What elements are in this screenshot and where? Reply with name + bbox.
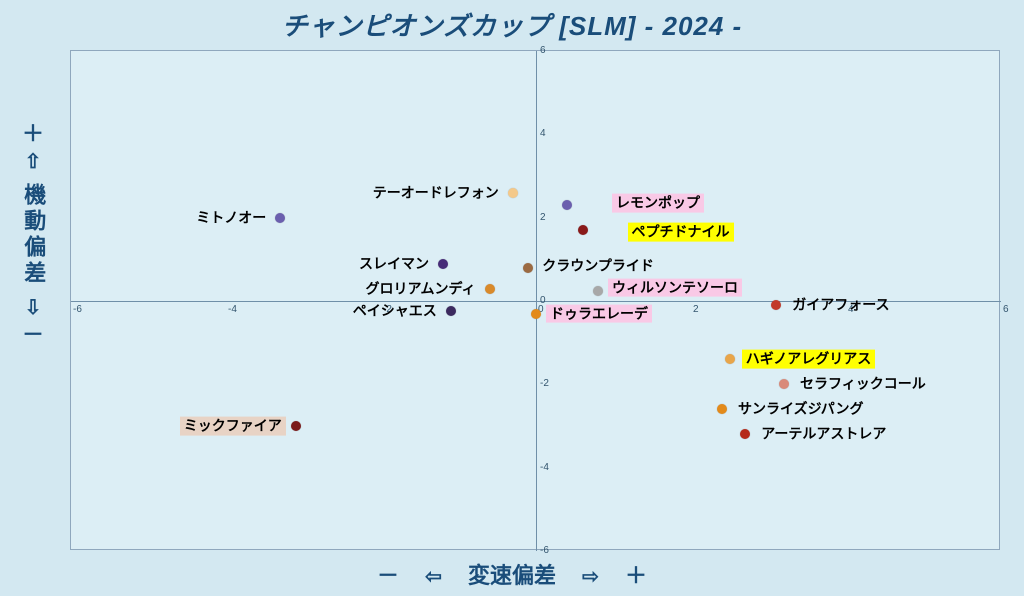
y-tick: -2 <box>540 378 549 389</box>
data-label: テーオードレフォン <box>369 183 503 202</box>
arrow-right-icon: ⇨ <box>582 566 599 588</box>
data-label: ミトノオー <box>192 208 270 227</box>
y-minus-sign: － <box>18 321 48 350</box>
data-label: ペプチドナイル <box>628 223 734 242</box>
data-point <box>438 259 448 269</box>
data-label: グロリアムンディ <box>361 279 479 298</box>
data-point <box>562 200 572 210</box>
chart-title: チャンピオンズカップ [SLM] - 2024 - <box>0 6 1024 43</box>
data-label: レモンポップ <box>612 194 704 213</box>
x-minus-sign: － <box>377 563 399 588</box>
y-tick: 6 <box>540 45 546 56</box>
data-point <box>717 404 727 414</box>
arrow-up-icon: ⇧ <box>18 149 48 175</box>
data-point <box>523 263 533 273</box>
data-point <box>485 284 495 294</box>
data-label: ペイシャエス <box>349 302 441 321</box>
x-plus-sign: ＋ <box>625 563 647 588</box>
y-axis-label: 機動偏差 <box>19 183 48 287</box>
data-point <box>508 188 518 198</box>
data-label: ガイアフォース <box>788 296 893 315</box>
data-point <box>779 379 789 389</box>
data-label: ウィルソンテソーロ <box>608 278 742 297</box>
chart-container: チャンピオンズカップ [SLM] - 2024 - -6 -4 -2 0 2 4 6 -6 -4… <box>0 0 1024 596</box>
arrow-left-icon: ⇦ <box>425 566 442 588</box>
data-point <box>291 421 301 431</box>
x-tick: 6 <box>1003 304 1009 315</box>
data-label: ハギノアレグリアス <box>742 350 875 369</box>
y-tick: 4 <box>540 128 546 139</box>
arrow-down-icon: ⇩ <box>18 295 48 321</box>
y-plus-sign: ＋ <box>18 120 48 149</box>
y-tick: -6 <box>540 545 549 556</box>
y-tick: 2 <box>540 212 546 223</box>
data-label: セラフィックコール <box>796 375 930 394</box>
data-point <box>578 225 588 235</box>
data-label: クラウンプライド <box>538 256 658 275</box>
data-label: スレイマン <box>355 254 433 273</box>
data-point <box>740 429 750 439</box>
y-tick: -4 <box>540 462 549 473</box>
x-axis-annotation: － ⇦ 変速偏差 ⇨ ＋ <box>0 558 1024 590</box>
data-point <box>725 354 735 364</box>
x-tick: 2 <box>693 304 699 315</box>
x-tick: -6 <box>73 304 82 315</box>
plot-area: -6-4-20246-6-4-20246テーオードレフォンレモンポップミトノオー… <box>70 50 1000 550</box>
data-point <box>771 300 781 310</box>
data-point <box>446 306 456 316</box>
data-label: ミックファイア <box>180 417 286 436</box>
y-axis-annotation: ＋ ⇧ 機動偏差 ⇩ － <box>18 120 48 349</box>
data-point <box>593 286 603 296</box>
data-point <box>531 309 541 319</box>
x-axis-label: 変速偏差 <box>468 563 556 588</box>
data-label: アーテルアストレア <box>757 425 890 444</box>
data-label: ドゥラエレーデ <box>546 304 652 323</box>
data-point <box>275 213 285 223</box>
y-tick: 0 <box>540 295 546 306</box>
x-tick: -4 <box>228 304 237 315</box>
data-label: サンライズジパング <box>734 400 867 419</box>
